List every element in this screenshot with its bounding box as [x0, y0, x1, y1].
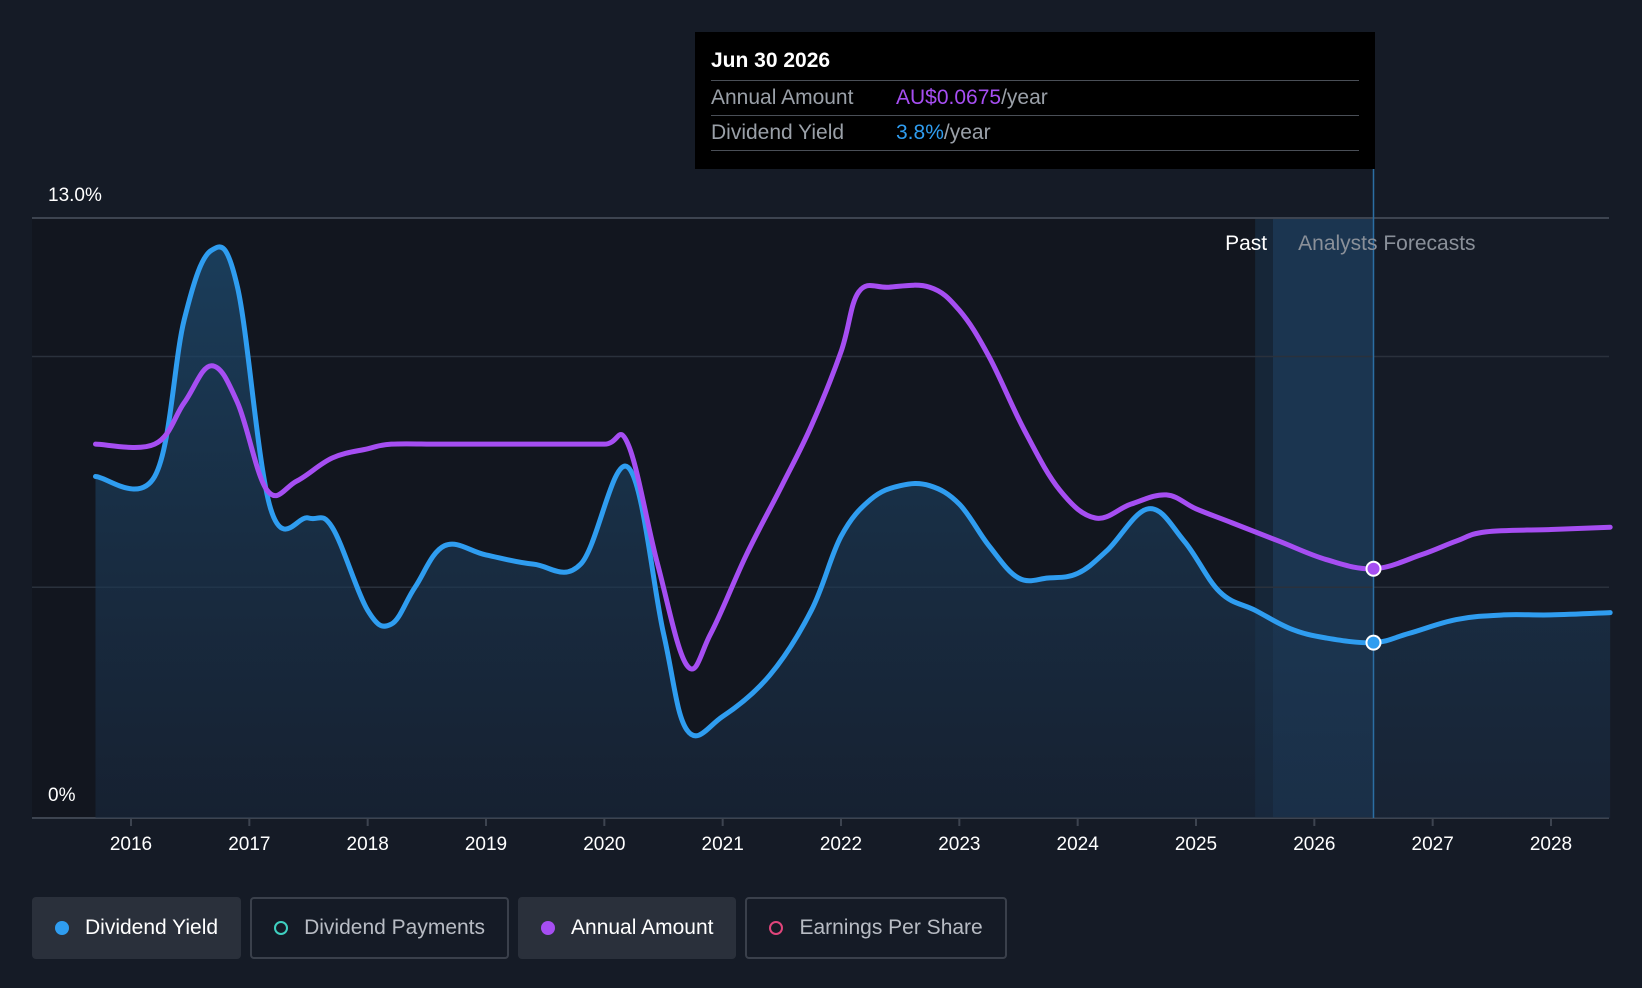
legend-annual-amount-button[interactable]: Annual Amount: [518, 897, 737, 959]
tooltip-annual-amount-label: Annual Amount: [711, 86, 854, 109]
dividend-payments-dot-icon: [274, 921, 289, 935]
x-tick-label: 2026: [1293, 834, 1335, 855]
legend-earnings-per-share-label: Earnings Per Share: [799, 916, 983, 939]
x-tick-label: 2021: [702, 834, 744, 855]
dividend-yield-hover-point[interactable]: [1365, 634, 1382, 651]
tooltip-annual-amount-unit: /year: [1001, 86, 1048, 109]
earnings-per-share-dot-icon: [769, 921, 784, 935]
chart-legend: Dividend Yield Dividend Payments Annual …: [32, 897, 1007, 959]
tooltip-date: Jun 30 2026: [711, 46, 1359, 81]
y-axis-max-label: 13.0%: [48, 185, 102, 206]
past-label: Past: [1225, 232, 1267, 255]
x-tick-label: 2024: [1057, 834, 1100, 855]
forecast-label: Analysts Forecasts: [1298, 232, 1475, 255]
x-tick-label: 2017: [228, 834, 270, 855]
tooltip-dividend-yield-label: Dividend Yield: [711, 121, 845, 144]
x-axis-ticks: 2016 2017 2018 2019 2020 2021 2022 2023 2024 2025…: [110, 818, 1572, 855]
annual-amount-hover-point[interactable]: [1365, 560, 1382, 577]
x-tick-label: 2020: [583, 834, 625, 855]
dividend-yield-area: [95, 246, 1611, 818]
x-tick-label: 2018: [347, 834, 389, 855]
legend-earnings-per-share-button[interactable]: Earnings Per Share: [745, 897, 1007, 959]
x-tick-label: 2023: [938, 834, 980, 855]
dividend-yield-dot-icon: [55, 921, 69, 935]
legend-dividend-payments-button[interactable]: Dividend Payments: [250, 897, 510, 959]
legend-dividend-yield-button[interactable]: Dividend Yield: [32, 897, 242, 959]
y-axis-min-label: 0%: [48, 785, 76, 806]
x-tick-label: 2022: [820, 834, 862, 855]
annual-amount-line[interactable]: [93, 282, 1613, 672]
tooltip-dividend-yield-row: Dividend Yield 3.8% /year: [711, 116, 1359, 151]
legend-dividend-yield-label: Dividend Yield: [85, 916, 219, 939]
x-tick-label: 2025: [1175, 834, 1217, 855]
annual-amount-dot-icon: [541, 921, 556, 935]
legend-annual-amount-label: Annual Amount: [571, 916, 714, 939]
dividend-yield-line[interactable]: [93, 244, 1613, 739]
x-tick-label: 2016: [110, 834, 152, 855]
tooltip-annual-amount-row: Annual Amount AU$0.0675 /year: [711, 81, 1359, 116]
tooltip-dividend-yield-value: 3.8%: [896, 121, 944, 144]
tooltip-annual-amount-value: AU$0.0675: [896, 86, 1002, 109]
hover-tooltip: Jun 30 2026 Annual Amount AU$0.0675 /yea…: [695, 32, 1375, 169]
x-tick-label: 2028: [1530, 834, 1572, 855]
legend-dividend-payments-label: Dividend Payments: [304, 916, 486, 939]
tooltip-dividend-yield-unit: /year: [943, 121, 991, 144]
x-tick-label: 2019: [465, 834, 507, 855]
x-tick-label: 2027: [1412, 834, 1454, 855]
